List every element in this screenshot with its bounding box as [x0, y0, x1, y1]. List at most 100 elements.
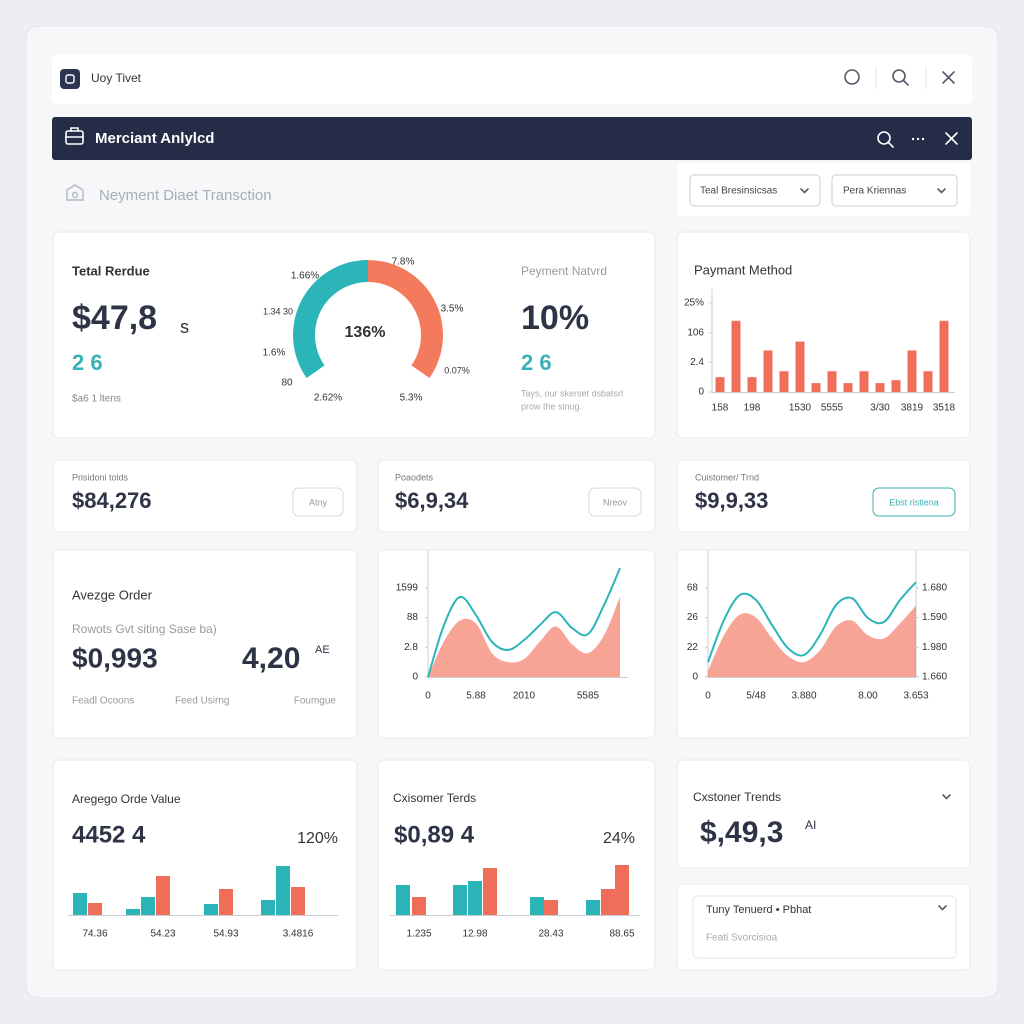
kpi-change: 2 6 [521, 350, 552, 375]
y-tick-label: 22 [687, 642, 699, 653]
x-tick-label: 5.88 [466, 691, 486, 702]
close-button[interactable] [942, 71, 955, 84]
header-more[interactable] [911, 137, 925, 141]
kpi-note: prow the sinug. [521, 401, 582, 411]
stat-button[interactable] [872, 487, 956, 517]
line [707, 581, 917, 663]
footer-label: Feadl Ocoons [72, 696, 134, 707]
settings-button[interactable] [844, 69, 860, 85]
bar [907, 350, 917, 392]
x-tick-label: 0 [705, 691, 711, 702]
bar [261, 900, 275, 915]
bar [156, 876, 170, 915]
y2-tick-label: 1.980 [922, 642, 947, 653]
y-tick-label: 26 [687, 612, 699, 623]
bar [219, 889, 233, 915]
line [427, 567, 621, 678]
card-title: Tuny Tenuerd • Pbhat [706, 904, 811, 916]
chart-card [52, 759, 358, 971]
x-tick-label: 0 [425, 691, 431, 702]
stat-button[interactable] [588, 487, 642, 517]
x-tick-label: 3/30 [870, 403, 890, 414]
card-title: Cxisomer Terds [393, 791, 476, 805]
kpi-value: 4452 4 [72, 821, 146, 848]
x-tick-label: 1.235 [406, 929, 431, 940]
footer-dropdown[interactable] [692, 895, 957, 959]
x-tick-label: 3819 [901, 403, 924, 414]
gauge-arc [368, 260, 443, 379]
kpi-value: $47,8 [72, 299, 157, 337]
card-title: Peyment Natvrd [521, 264, 607, 278]
bar [141, 897, 155, 915]
bar [468, 881, 482, 915]
y2-tick-label: 1.590 [922, 612, 947, 623]
app-icon [60, 69, 80, 89]
bar [204, 904, 218, 915]
filter-label: Pera Kriennas [843, 186, 906, 197]
gauge-label: 1.34 30 [263, 306, 293, 316]
x-tick-label: 3.880 [791, 691, 816, 702]
kpi-unit: AE [315, 644, 330, 656]
gauge-label: 136% [345, 324, 386, 341]
kpi-change: 2 6 [72, 350, 103, 375]
revenue-card [52, 231, 656, 439]
x-tick-label: 28.43 [538, 929, 563, 940]
trend-card [676, 759, 971, 869]
y-tick-label: 88 [407, 612, 419, 623]
window-bar [52, 54, 972, 104]
kpi-value: 4,20 [242, 642, 300, 675]
chevron [800, 188, 809, 194]
x-tick-label: 5555 [821, 403, 844, 414]
kpi-unit: s [180, 317, 189, 337]
card-title: Avezge Order [72, 587, 153, 602]
bar [891, 380, 901, 392]
card-subtitle: Rowots Gvt siting Sase ba) [72, 622, 217, 636]
header-close[interactable] [945, 132, 958, 145]
y-tick-label: 0 [698, 387, 704, 398]
stat-button[interactable] [292, 487, 344, 517]
avg-order-card [52, 549, 358, 739]
y-tick-label: 0 [692, 672, 698, 683]
bar [811, 383, 821, 392]
kpi-note: Tays, our skerset dsbatsrl [521, 388, 623, 398]
bar [453, 885, 467, 915]
x-tick-label: 88.65 [609, 929, 634, 940]
bar [939, 320, 949, 392]
chevron [937, 188, 946, 194]
chart-card [377, 549, 656, 739]
stat-label: Poaodets [395, 472, 434, 482]
x-tick-label: 74.36 [82, 929, 107, 940]
x-tick-label: 1530 [789, 403, 812, 414]
card-title: Tetal Rerdue [72, 263, 150, 278]
stat-value: $9,9,33 [695, 488, 768, 513]
search-button[interactable] [892, 69, 909, 86]
chevron [938, 905, 947, 911]
bar [601, 889, 615, 915]
stat-button-label: Atny [309, 497, 328, 507]
x-tick-label: 5/48 [746, 691, 766, 702]
bar [859, 371, 869, 392]
bar [827, 371, 837, 392]
gauge-arc [293, 260, 368, 379]
bar [731, 320, 741, 392]
y-tick-label: 2.4 [690, 357, 704, 368]
app-icon-glyph [65, 74, 75, 84]
area [428, 596, 620, 677]
gauge-label: 1.6% [263, 348, 286, 359]
app-header [52, 117, 972, 160]
gauge-label: 80 [281, 378, 293, 389]
bar [615, 865, 629, 915]
chart-title: Paymant Method [694, 262, 792, 277]
card-title: Aregego Orde Value [72, 792, 181, 806]
stat-button-label: Ebst ristiena [889, 497, 939, 507]
x-tick-label: 8.00 [858, 691, 878, 702]
chevron[interactable] [942, 794, 951, 800]
filter-dropdown[interactable] [689, 174, 821, 207]
filter-dropdown[interactable] [831, 174, 958, 207]
x-tick-label: 2010 [513, 691, 536, 702]
header-search[interactable] [877, 131, 894, 148]
kpi-change: 24% [603, 830, 635, 847]
kpi-value: $0,89 4 [394, 821, 475, 848]
